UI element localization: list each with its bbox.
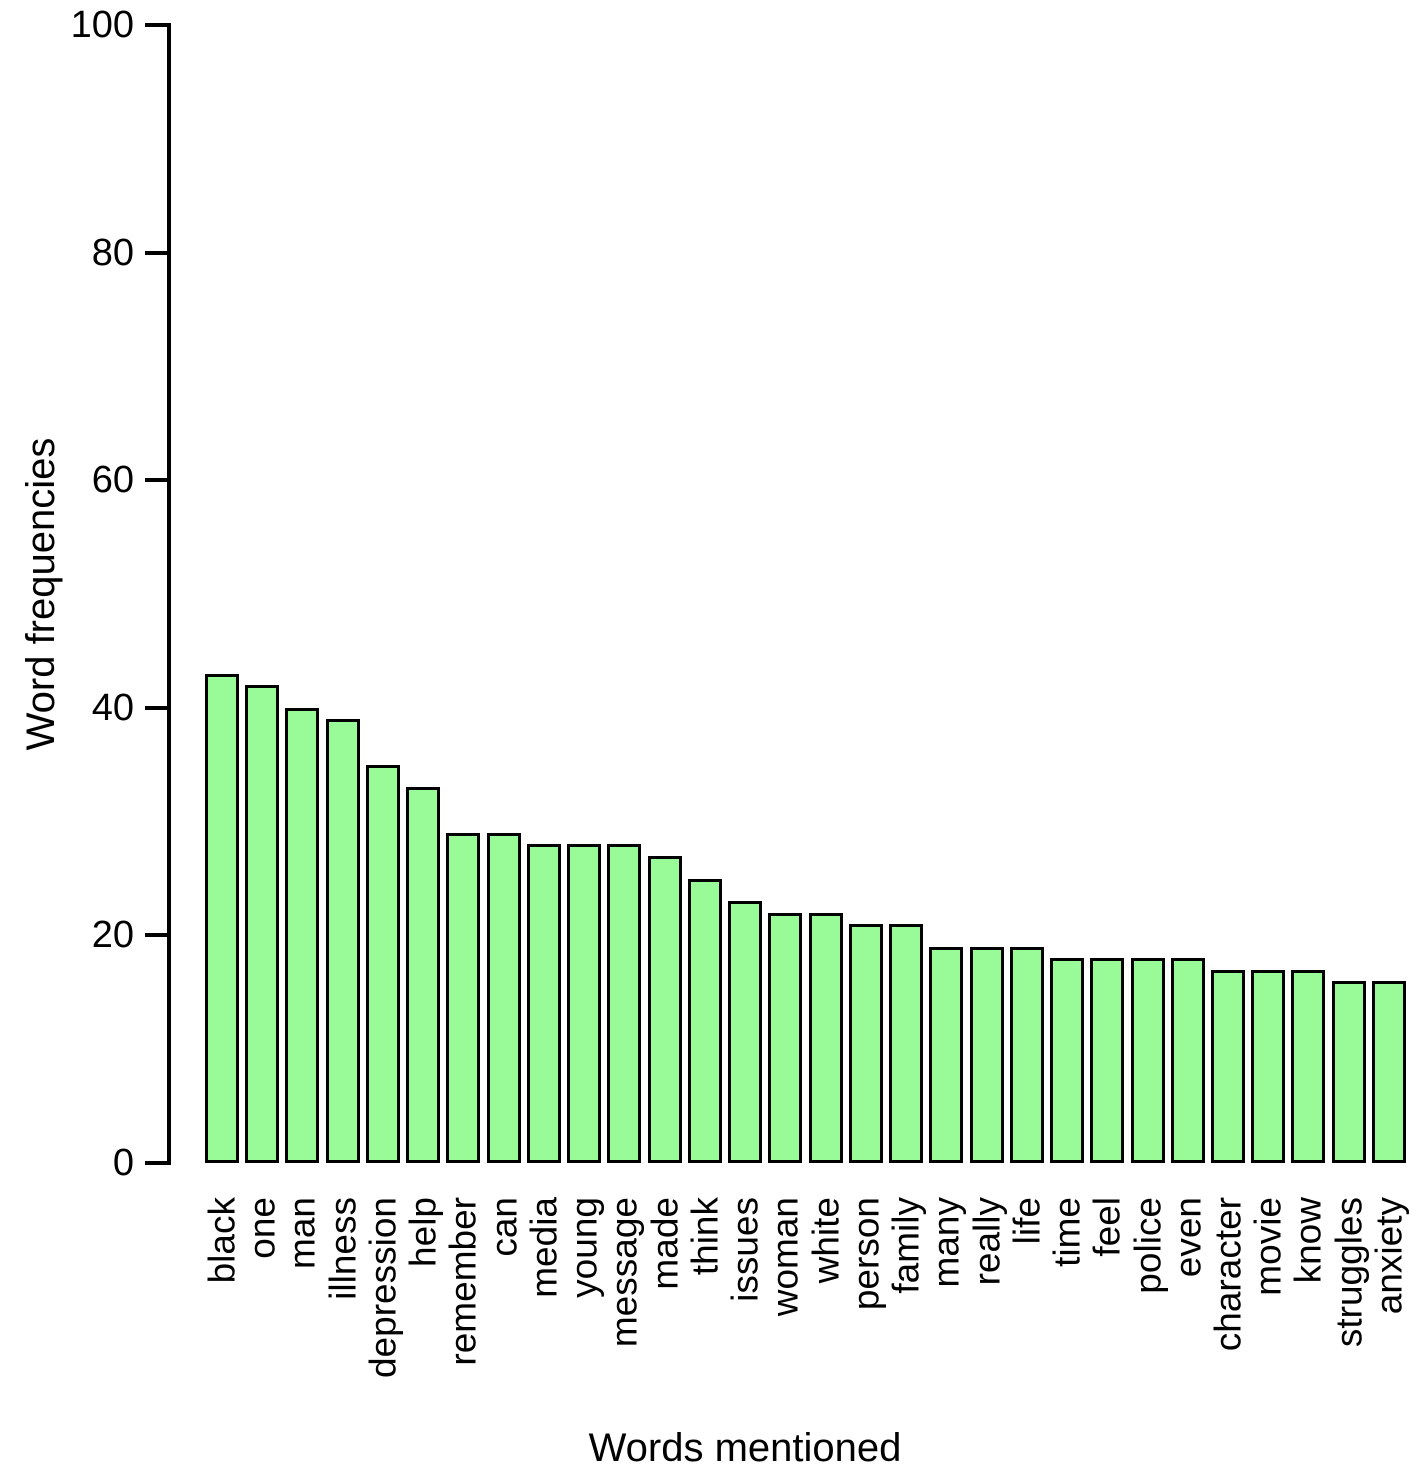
x-category-label-message: message: [603, 1197, 645, 1348]
x-category-label-young: young: [563, 1197, 605, 1298]
bar-police: [1130, 958, 1165, 1163]
bar-family: [889, 924, 924, 1163]
bar-white: [808, 912, 843, 1163]
x-category-label-many: many: [925, 1197, 967, 1288]
bar-struggles: [1331, 980, 1366, 1163]
y-tick-label: 0: [112, 1142, 134, 1184]
x-category-label-one: one: [241, 1197, 283, 1259]
bar-depression: [365, 764, 400, 1163]
bar-feel: [1090, 958, 1125, 1163]
bar-remember: [446, 832, 481, 1163]
bar-help: [406, 787, 441, 1163]
bar-message: [607, 844, 642, 1163]
bar-anxiety: [1371, 980, 1406, 1163]
y-axis-title: Word frequencies: [19, 437, 63, 751]
y-tick-label: 80: [91, 231, 134, 274]
y-tick-mark: [145, 250, 167, 255]
x-category-label-can: can: [483, 1197, 525, 1257]
x-category-label-depression: depression: [362, 1197, 404, 1379]
bar-know: [1291, 969, 1326, 1163]
bar-made: [647, 855, 682, 1163]
y-tick-mark: [145, 705, 167, 710]
x-category-label-struggles: struggles: [1328, 1197, 1370, 1348]
y-tick-label: 40: [91, 686, 134, 729]
y-tick-label: 60: [91, 459, 134, 502]
bar-black: [205, 673, 239, 1163]
x-category-label-media: media: [523, 1197, 565, 1298]
bar-woman: [768, 912, 803, 1163]
x-category-label-time: time: [1046, 1197, 1088, 1267]
bar-man: [285, 707, 320, 1163]
bar-many: [929, 946, 964, 1163]
x-category-label-really: really: [966, 1197, 1008, 1286]
x-category-label-man: man: [281, 1197, 323, 1269]
x-category-label-movie: movie: [1247, 1197, 1289, 1296]
bar-one: [245, 685, 280, 1163]
bar-can: [486, 832, 521, 1163]
x-category-label-character: character: [1207, 1197, 1249, 1352]
x-category-label-police: police: [1127, 1197, 1169, 1294]
bar-time: [1050, 958, 1085, 1163]
bar-character: [1211, 969, 1245, 1163]
bar-issues: [728, 901, 763, 1163]
x-axis-title: Words mentioned: [588, 1426, 902, 1470]
x-category-label-family: family: [885, 1197, 927, 1294]
x-category-label-black: black: [201, 1197, 243, 1284]
y-axis-line: [167, 23, 171, 1165]
bar-even: [1170, 958, 1205, 1163]
x-category-label-even: even: [1167, 1197, 1209, 1278]
x-category-label-feel: feel: [1086, 1197, 1128, 1257]
y-tick-mark: [145, 933, 167, 938]
x-category-label-person: person: [845, 1197, 887, 1311]
bar-young: [567, 844, 602, 1163]
y-tick-label: 20: [91, 914, 134, 957]
bar-illness: [325, 719, 360, 1163]
x-category-label-white: white: [805, 1197, 847, 1284]
x-category-label-remember: remember: [442, 1197, 484, 1366]
x-category-label-help: help: [402, 1197, 444, 1267]
y-tick-mark: [145, 23, 167, 27]
x-category-label-life: life: [1006, 1197, 1048, 1245]
bar-media: [526, 844, 561, 1163]
bar-movie: [1251, 969, 1286, 1163]
bar-really: [969, 946, 1004, 1163]
x-category-label-anxiety: anxiety: [1368, 1197, 1410, 1315]
x-category-label-think: think: [684, 1197, 726, 1276]
x-category-label-issues: issues: [724, 1197, 766, 1302]
y-tick-label: 100: [70, 4, 134, 46]
bar-life: [1009, 946, 1044, 1163]
y-tick-mark: [145, 478, 167, 483]
x-category-label-know: know: [1287, 1197, 1329, 1284]
x-category-label-woman: woman: [764, 1197, 806, 1317]
bar-think: [687, 878, 722, 1163]
x-category-label-illness: illness: [322, 1197, 364, 1300]
bar-person: [848, 924, 883, 1163]
y-tick-mark: [145, 1161, 167, 1165]
x-category-label-made: made: [644, 1197, 686, 1290]
